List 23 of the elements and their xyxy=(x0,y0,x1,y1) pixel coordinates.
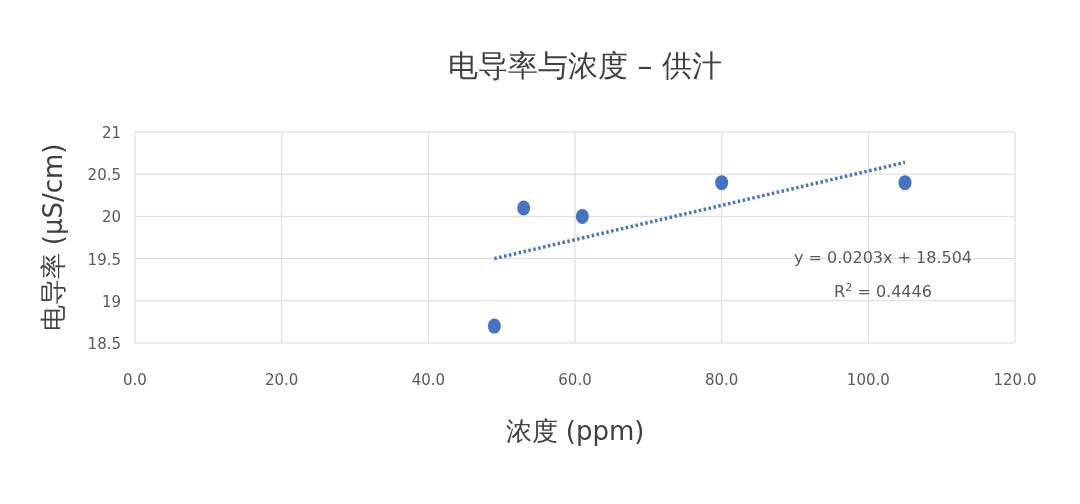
x-tick-label: 80.0 xyxy=(704,371,739,389)
point xyxy=(487,318,501,334)
y-tick-label: 21 xyxy=(101,124,121,142)
y-tick-label: 19 xyxy=(101,292,121,311)
chart-title: 电导率与浓度 – 供汁 xyxy=(447,48,723,83)
point xyxy=(898,175,912,191)
point xyxy=(517,200,531,216)
x-tick-label: 20.0 xyxy=(264,371,299,389)
x-tick-label: 120.0 xyxy=(993,371,1037,389)
point xyxy=(715,175,729,191)
x-tick-label: 0.0 xyxy=(123,371,147,389)
annotation: R$^{2}$ = 0.4446 xyxy=(834,280,932,301)
point xyxy=(575,208,589,224)
y-tick-label: 20 xyxy=(101,208,121,227)
y-tick-label: 18.5 xyxy=(87,335,121,353)
y-tick-label: 20.5 xyxy=(87,166,121,185)
x-axis-title: 浓度 (ppm) xyxy=(505,416,645,446)
annotation: y = 0.0203x + 18.504 xyxy=(793,247,973,267)
y-axis-title: 电导率 (μS/cm) xyxy=(38,143,68,332)
y-tick-label: 19.5 xyxy=(87,250,121,269)
x-tick-label: 40.0 xyxy=(411,371,446,389)
x-tick-label: 60.0 xyxy=(558,371,592,389)
x-tick-label: 100.0 xyxy=(846,371,890,389)
